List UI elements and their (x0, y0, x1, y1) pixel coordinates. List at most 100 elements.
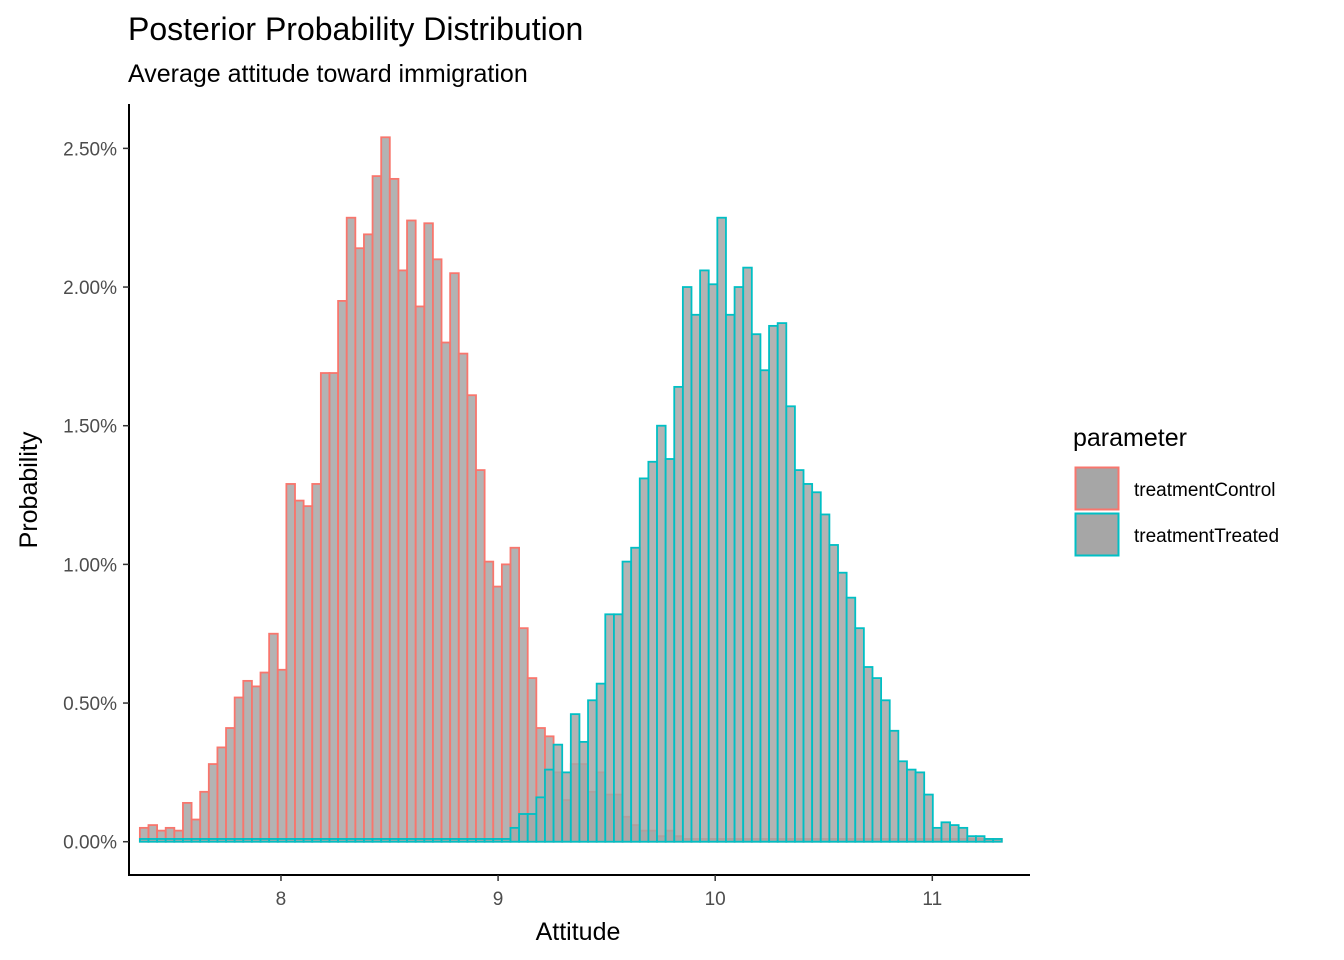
bar-treatmenttreated-15 (268, 838, 279, 843)
bar-treatmentcontrol-38 (466, 394, 477, 843)
bar-treatmentcontrol-32 (414, 305, 426, 843)
bar-treatmentcontrol-30 (397, 269, 408, 843)
bar-treatmenttreated-5 (182, 838, 193, 843)
bar-treatmenttreated-0 (138, 838, 150, 843)
bar-treatmenttreated-82 (845, 596, 857, 843)
bar-treatmenttreated-61 (664, 458, 676, 843)
bar-treatmenttreated-31 (406, 838, 417, 843)
bar-treatmenttreated-60 (656, 424, 667, 843)
bar-treatmentcontrol-18 (294, 499, 305, 843)
bar-treatmentcontrol-22 (328, 372, 340, 843)
bar-treatmenttreated-6 (190, 838, 202, 843)
bar-treatmentcontrol-15 (268, 632, 279, 843)
bar-treatmenttreated-39 (475, 838, 486, 843)
bar-treatmentcontrol-36 (449, 272, 460, 843)
bar-treatmentcontrol-9 (216, 746, 227, 843)
x-tick-label: 10 (705, 889, 726, 910)
bar-treatmenttreated-35 (440, 838, 452, 843)
bar-treatmenttreated-18 (294, 838, 305, 843)
bar-treatmenttreated-29 (388, 838, 400, 843)
bar-treatmentcontrol-31 (406, 219, 417, 843)
bar-treatmenttreated-12 (242, 838, 253, 843)
bar-treatmenttreated-37 (457, 838, 469, 843)
bar-treatmentcontrol-37 (457, 352, 469, 843)
bar-treatmenttreated-57 (630, 546, 641, 843)
bar-treatmenttreated-27 (371, 838, 383, 843)
y-tick-label: 1.00% (63, 555, 117, 576)
bar-treatmentcontrol-13 (251, 685, 262, 843)
bar-treatmenttreated-84 (862, 666, 874, 843)
bar-treatmenttreated-2 (156, 838, 167, 843)
bar-treatmenttreated-98 (983, 838, 995, 843)
bar-treatmentcontrol-28 (380, 136, 391, 843)
bar-treatmenttreated-1 (147, 838, 158, 843)
y-axis-ticks: 0.00% 0.50% 1.00% 1.50% 2.00% 2.50% (63, 139, 129, 854)
bar-treatmentcontrol-7 (199, 790, 210, 843)
bar-treatmentcontrol-16 (276, 668, 288, 843)
bar-treatmenttreated-59 (647, 460, 658, 843)
bar-treatmenttreated-83 (854, 627, 865, 843)
bar-treatmenttreated-99 (992, 838, 1003, 843)
bar-treatmenttreated-76 (794, 469, 805, 843)
bar-treatmenttreated-21 (319, 838, 331, 843)
bar-treatmenttreated-13 (251, 838, 262, 843)
bar-treatmenttreated-64 (690, 313, 701, 843)
y-tick-label: 0.50% (63, 694, 117, 715)
bar-treatmenttreated-23 (337, 838, 348, 843)
bar-treatmenttreated-20 (311, 838, 322, 843)
bar-treatmenttreated-62 (673, 385, 684, 843)
bar-treatmenttreated-26 (363, 838, 374, 843)
bar-treatmentcontrol-34 (432, 258, 443, 843)
y-tick-label: 0.00% (63, 833, 117, 854)
bar-treatmenttreated-53 (595, 682, 607, 843)
bar-treatmenttreated-65 (699, 269, 710, 843)
bar-treatmenttreated-11 (233, 838, 245, 843)
bar-treatmenttreated-95 (957, 826, 969, 843)
bar-treatmentcontrol-43 (509, 546, 521, 843)
bar-treatmenttreated-10 (225, 838, 236, 843)
bar-treatmenttreated-58 (638, 477, 650, 843)
bar-treatmenttreated-40 (483, 838, 495, 843)
bar-treatmenttreated-79 (819, 513, 831, 843)
bar-treatmenttreated-8 (207, 838, 219, 843)
bar-treatmentcontrol-11 (233, 696, 245, 843)
bar-treatmenttreated-96 (966, 835, 977, 843)
bar-treatmentcontrol-12 (242, 679, 253, 843)
bar-treatmenttreated-25 (354, 838, 365, 843)
bar-treatmentcontrol-10 (225, 727, 236, 843)
bar-treatmenttreated-51 (578, 740, 589, 843)
series-treatmenttreated (138, 216, 1003, 843)
bar-treatmentcontrol-25 (354, 247, 365, 843)
bar-treatmenttreated-68 (725, 313, 736, 843)
bar-treatmenttreated-88 (897, 760, 908, 843)
bar-treatmenttreated-32 (414, 838, 426, 843)
x-axis-title: Attitude (536, 918, 621, 946)
chart-title: Posterior Probability Distribution (128, 11, 583, 47)
y-axis-title: Probability (15, 431, 43, 548)
bar-treatmenttreated-72 (759, 369, 770, 843)
bar-treatmenttreated-48 (552, 743, 564, 843)
bar-treatmenttreated-69 (733, 286, 745, 843)
bar-treatmenttreated-90 (914, 771, 926, 843)
bar-treatmenttreated-75 (785, 405, 796, 843)
legend: parameter treatmentControl treatmentTrea… (1073, 424, 1279, 557)
bar-treatmenttreated-44 (518, 813, 529, 843)
bar-treatmenttreated-89 (906, 768, 917, 843)
bar-treatmenttreated-80 (828, 544, 839, 843)
bar-treatmenttreated-49 (561, 771, 572, 843)
bar-treatmenttreated-30 (397, 838, 408, 843)
bar-treatmentcontrol-14 (259, 671, 271, 843)
bar-treatmenttreated-56 (621, 560, 633, 843)
bar-treatmentcontrol-26 (363, 233, 374, 843)
bar-treatmenttreated-54 (604, 613, 615, 843)
bar-treatmentcontrol-21 (319, 372, 331, 843)
bar-treatmenttreated-78 (811, 491, 822, 843)
bar-treatmentcontrol-19 (302, 505, 314, 843)
bar-treatmentcontrol-8 (207, 763, 219, 843)
legend-key-treatmenttreated (1074, 512, 1120, 557)
bar-treatmenttreated-24 (345, 838, 357, 843)
legend-key-treatmentcontrol (1074, 466, 1120, 511)
bar-treatmenttreated-63 (681, 286, 693, 843)
bar-treatmentcontrol-41 (492, 585, 503, 843)
